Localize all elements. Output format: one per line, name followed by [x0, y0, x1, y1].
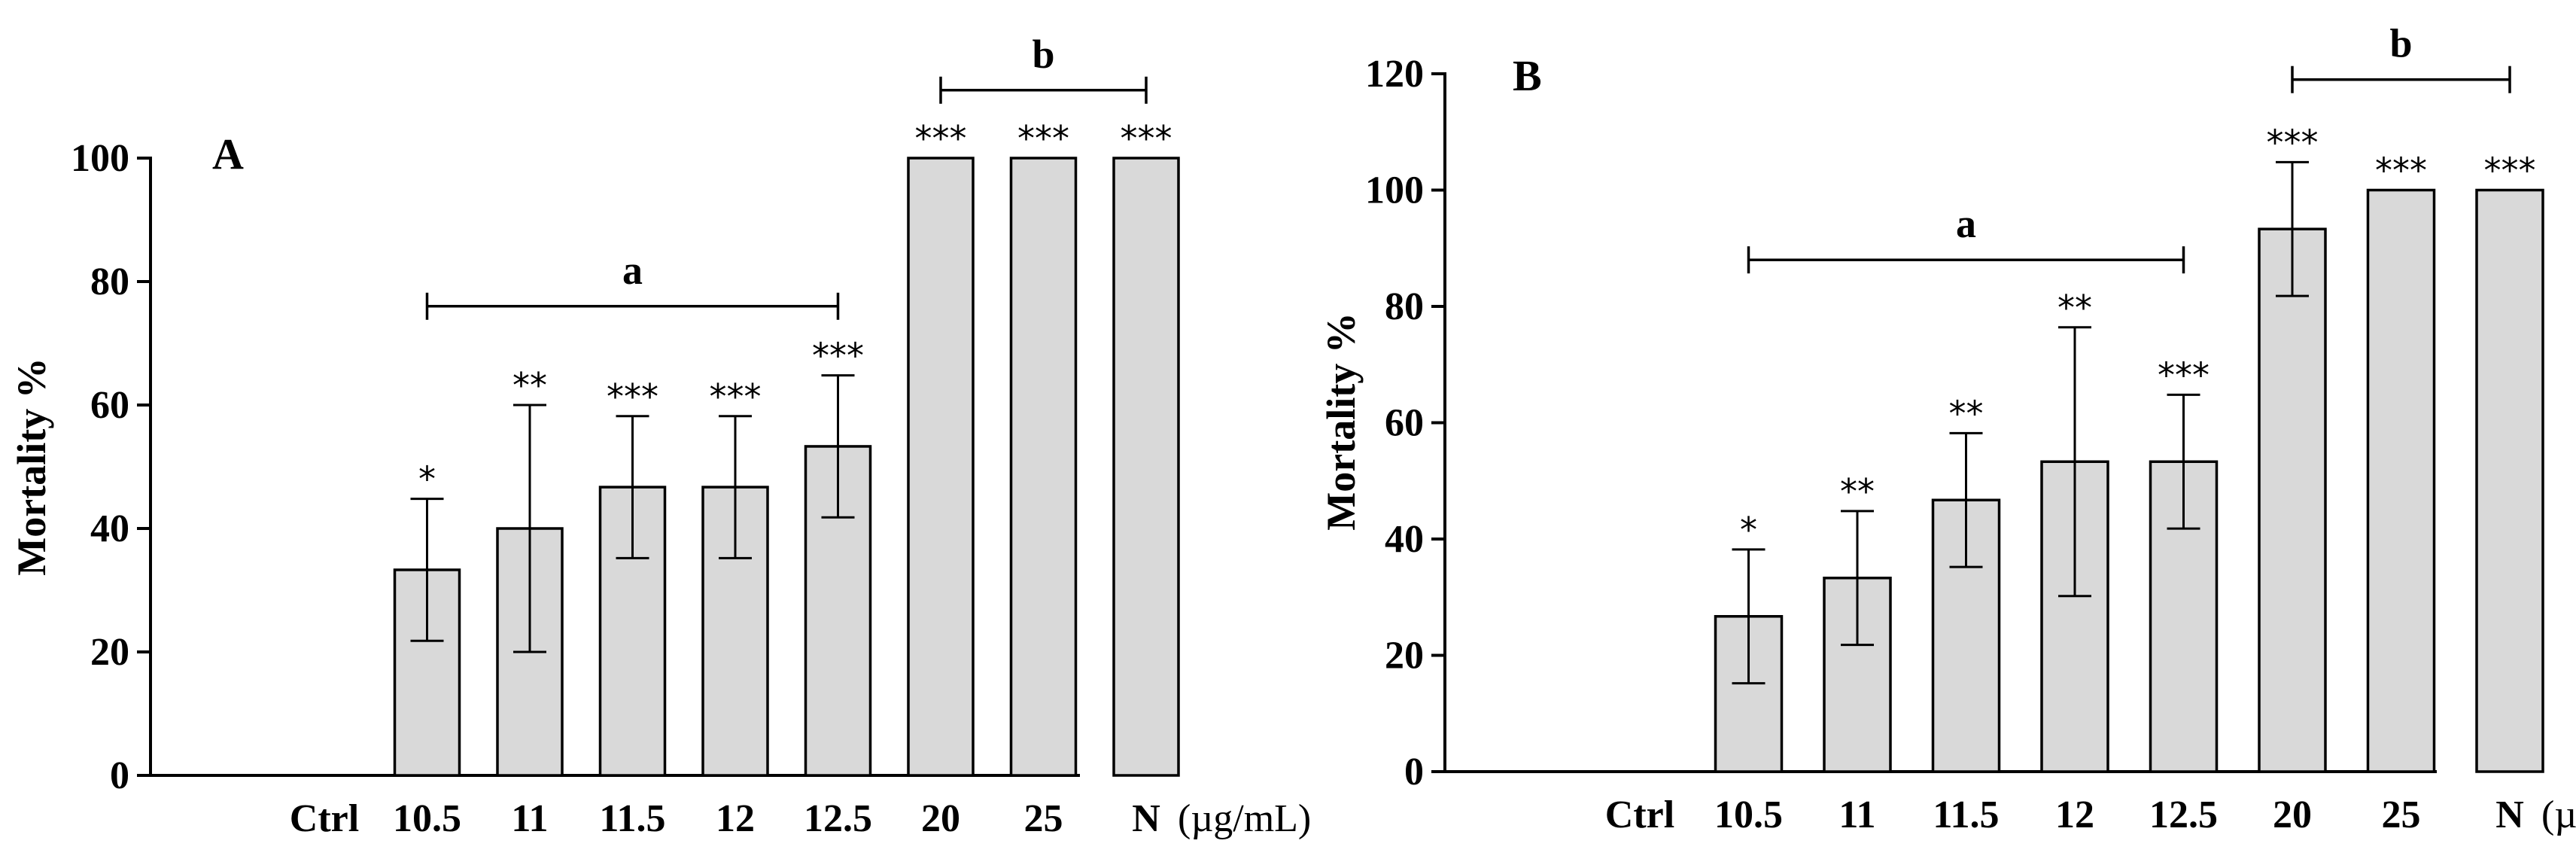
y-tick-label: 100 — [71, 137, 129, 180]
x-tick-label: N — [1132, 797, 1160, 840]
panel-letter: B — [1513, 51, 1542, 100]
y-tick-label: 40 — [90, 507, 129, 550]
y-tick-label: 60 — [90, 384, 129, 427]
y-tick-label: 20 — [1385, 635, 1424, 678]
panel-letter: A — [212, 129, 244, 178]
significance-marker: * — [1740, 510, 1757, 550]
bar — [2258, 227, 2327, 773]
x-tick-label: 10.5 — [393, 797, 461, 840]
panel-a: 0 20 40 60 80 100 Mortality % A Ctrl * 10.5 ** 11 ***… — [9, 32, 1311, 840]
significance-marker: ** — [1840, 471, 1875, 512]
x-tick-label: Ctrl — [290, 797, 359, 840]
x-tick-label: 11 — [511, 797, 548, 840]
y-tick-label: 60 — [1385, 402, 1424, 445]
significance-marker: *** — [915, 118, 967, 159]
bar — [1112, 157, 1180, 777]
bracket-label: b — [2389, 21, 2412, 66]
significance-marker: ** — [1949, 393, 1984, 434]
bar — [598, 486, 667, 777]
x-tick-label: 12.5 — [2149, 793, 2218, 836]
significance-marker: *** — [1017, 118, 1069, 159]
x-tick-label: 11.5 — [1933, 793, 1999, 836]
significance-marker: *** — [2267, 122, 2319, 163]
y-tick-label: 20 — [90, 631, 129, 674]
x-tick-label: N — [2495, 793, 2524, 836]
significance-marker: *** — [812, 336, 864, 376]
panel-b: 0 20 40 60 80 100 120 Mortality % B Ctrl * 10.5 ** 11… — [1318, 21, 2576, 836]
y-tick-label: 80 — [1385, 285, 1424, 328]
significance-marker: *** — [710, 376, 762, 417]
x-tick-label: 12.5 — [804, 797, 872, 840]
x-tick-label: 12 — [716, 797, 755, 840]
significance-marker: *** — [2375, 151, 2427, 191]
x-tick-label: 12 — [2055, 793, 2094, 836]
significance-marker: *** — [2484, 151, 2536, 191]
bar — [2475, 188, 2544, 773]
significance-marker: ** — [2057, 288, 2092, 328]
x-tick-label: 20 — [2273, 793, 2312, 836]
y-tick-label: 100 — [1365, 169, 1424, 212]
y-tick-label: 0 — [1404, 751, 1424, 793]
significance-marker: * — [418, 459, 436, 500]
bar — [2366, 188, 2436, 773]
x-tick-label: Ctrl — [1605, 793, 1674, 836]
y-tick-label: 0 — [110, 754, 129, 797]
y-tick-label: 40 — [1385, 518, 1424, 561]
bar — [907, 157, 975, 777]
significance-marker: ** — [512, 365, 547, 406]
bracket-label: a — [622, 248, 643, 293]
y-tick-label: 120 — [1365, 53, 1424, 96]
y-tick-label: 80 — [90, 260, 129, 303]
x-tick-label: 11.5 — [599, 797, 665, 840]
significance-marker: *** — [607, 376, 658, 417]
bar — [1009, 157, 1078, 777]
bracket-label: b — [1032, 32, 1054, 77]
significance-marker: *** — [1121, 118, 1172, 159]
x-tick-label: 25 — [2382, 793, 2421, 836]
x-tick-label: 20 — [921, 797, 960, 840]
y-axis-label: Mortality % — [1318, 312, 1364, 530]
significance-marker: *** — [2158, 355, 2210, 395]
x-unit-label: (µg/mL) — [1178, 797, 1311, 840]
x-tick-label: 10.5 — [1714, 793, 1783, 836]
x-unit-label: (µg/mL) — [2541, 793, 2576, 836]
bracket-label: a — [1956, 201, 1976, 246]
x-tick-label: 25 — [1024, 797, 1063, 840]
bar — [804, 445, 872, 777]
y-axis-label: Mortality % — [9, 358, 54, 575]
x-tick-label: 11 — [1838, 793, 1875, 836]
